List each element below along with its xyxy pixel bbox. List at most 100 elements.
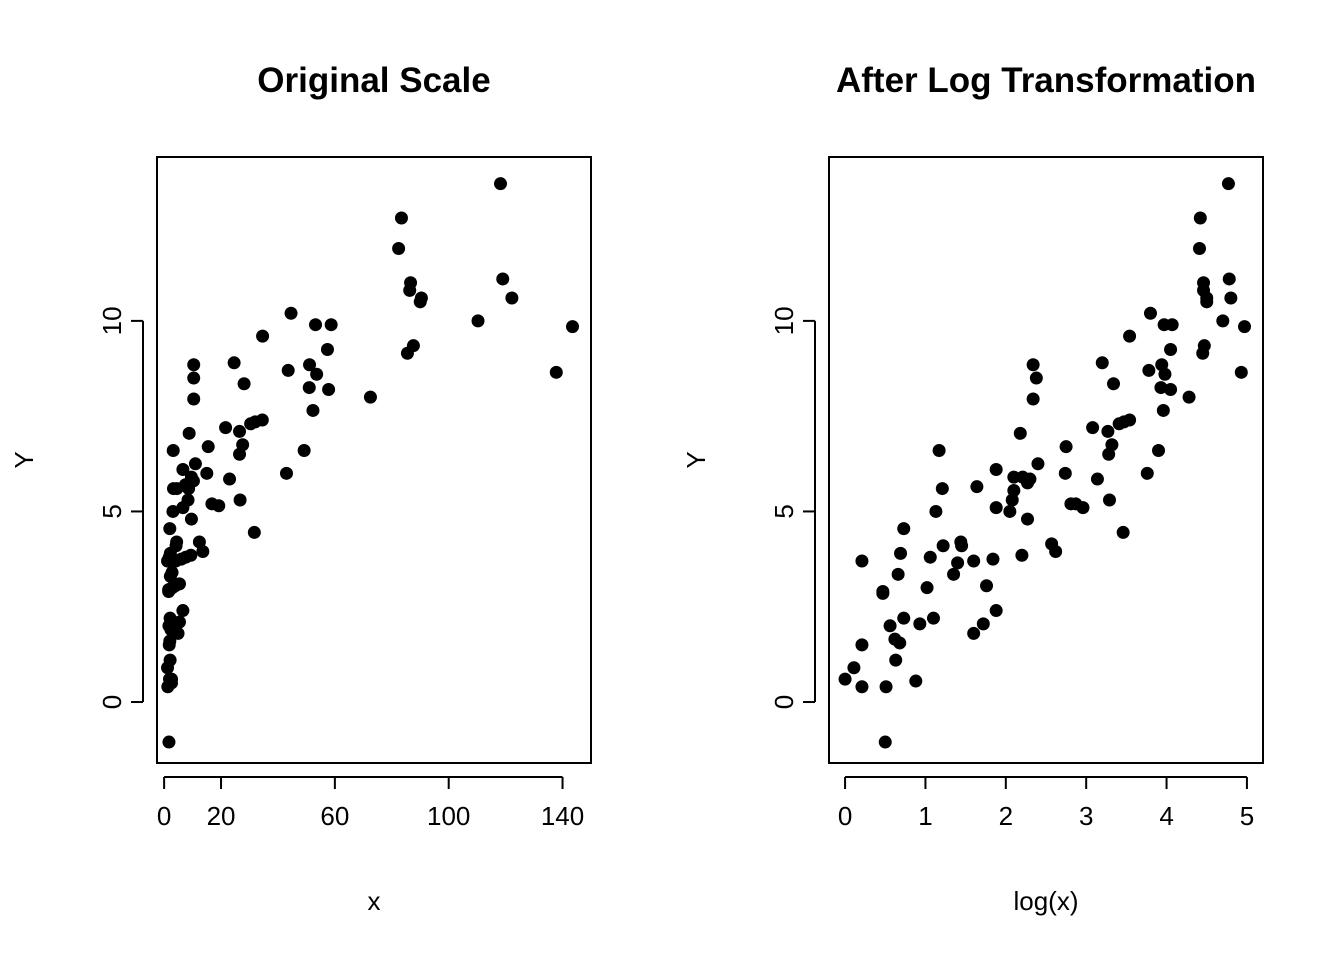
data-point — [162, 735, 176, 749]
y-axis-label: Y — [681, 451, 711, 468]
data-point — [1058, 466, 1072, 480]
data-point — [163, 653, 177, 667]
data-point — [1102, 493, 1116, 507]
x-tick-label: 60 — [320, 801, 349, 831]
data-point — [227, 356, 241, 370]
data-point — [184, 548, 198, 562]
data-point — [233, 493, 247, 507]
data-point — [414, 291, 428, 305]
data-point — [200, 466, 214, 480]
data-point — [324, 318, 338, 332]
data-point — [1238, 320, 1252, 334]
data-point — [165, 565, 179, 579]
data-point — [1164, 342, 1178, 356]
x-axis: 0 20 60 100 140 — [157, 776, 584, 831]
data-point — [989, 463, 1003, 477]
x-axis-label: log(x) — [1013, 886, 1078, 916]
data-point — [247, 525, 261, 539]
x-tick-label: 3 — [1079, 801, 1093, 831]
data-point — [1107, 377, 1121, 391]
x-tick-label: 0 — [838, 801, 852, 831]
data-point — [233, 424, 247, 438]
data-point — [303, 358, 317, 372]
y-axis: 0 5 10 — [769, 306, 816, 709]
data-point — [181, 493, 195, 507]
data-point — [1021, 512, 1035, 526]
data-point — [879, 680, 893, 694]
data-point — [1224, 291, 1238, 305]
data-point — [176, 463, 190, 477]
data-point — [1013, 426, 1027, 440]
data-point — [980, 579, 994, 593]
data-point — [1105, 438, 1119, 452]
data-point — [496, 272, 510, 286]
data-point — [297, 443, 311, 457]
y-axis-label: Y — [9, 451, 39, 468]
data-point — [1152, 443, 1166, 457]
data-point — [967, 626, 981, 640]
data-point — [1076, 501, 1090, 515]
data-point — [166, 504, 180, 518]
data-point — [1193, 241, 1207, 255]
data-point — [182, 426, 196, 440]
data-point — [320, 342, 334, 356]
data-point — [394, 211, 408, 225]
data-point — [1116, 525, 1130, 539]
data-point — [1015, 548, 1029, 562]
data-point — [310, 367, 324, 381]
data-point — [188, 457, 202, 471]
data-point — [1143, 306, 1157, 320]
data-point — [363, 390, 377, 404]
panel-original-scale: Original Scale 0 20 60 100 140 0 5 10 x Y — [9, 61, 592, 916]
y-tick-label: 0 — [97, 695, 127, 709]
data-point — [256, 329, 270, 343]
data-point — [876, 586, 890, 600]
y-tick-label: 5 — [97, 504, 127, 518]
data-point — [281, 363, 295, 377]
data-point — [955, 539, 969, 553]
data-point — [1197, 276, 1211, 290]
y-tick-label: 10 — [97, 306, 127, 335]
data-point — [1123, 413, 1137, 427]
x-tick-label: 0 — [157, 801, 171, 831]
x-tick-label: 1 — [918, 801, 932, 831]
x-axis-label: x — [368, 886, 381, 916]
data-point — [923, 550, 937, 564]
data-point — [855, 638, 869, 652]
data-point — [1200, 291, 1214, 305]
data-point — [989, 501, 1003, 515]
data-point — [284, 306, 298, 320]
data-point — [1182, 390, 1196, 404]
chart-title: After Log Transformation — [836, 61, 1256, 100]
data-point — [1140, 466, 1154, 480]
plot-frame — [156, 156, 592, 764]
data-point — [392, 241, 406, 255]
data-point — [1026, 392, 1040, 406]
data-point — [920, 581, 934, 595]
x-axis: 0 1 2 3 4 5 — [838, 776, 1254, 831]
data-point — [1222, 272, 1236, 286]
data-point — [909, 674, 923, 688]
data-point — [926, 611, 940, 625]
data-point — [187, 371, 201, 385]
data-point — [1090, 472, 1104, 486]
data-point — [1216, 314, 1230, 328]
data-point — [237, 377, 251, 391]
x-tick-label: 2 — [999, 801, 1013, 831]
panel-log-transformation: After Log Transformation 0 1 2 3 4 5 0 5 10 log… — [681, 61, 1264, 916]
data-point — [855, 680, 869, 694]
data-point — [967, 554, 981, 568]
data-point — [187, 358, 201, 372]
data-point — [219, 421, 233, 435]
data-point — [406, 339, 420, 353]
data-point — [1029, 371, 1043, 385]
data-point — [494, 177, 508, 191]
data-point — [1003, 504, 1017, 518]
x-tick-label: 140 — [541, 801, 584, 831]
data-point — [951, 556, 965, 570]
data-point — [172, 577, 186, 591]
y-tick-label: 0 — [769, 695, 799, 709]
x-tick-label: 5 — [1240, 801, 1254, 831]
y-tick-label: 10 — [769, 306, 799, 335]
